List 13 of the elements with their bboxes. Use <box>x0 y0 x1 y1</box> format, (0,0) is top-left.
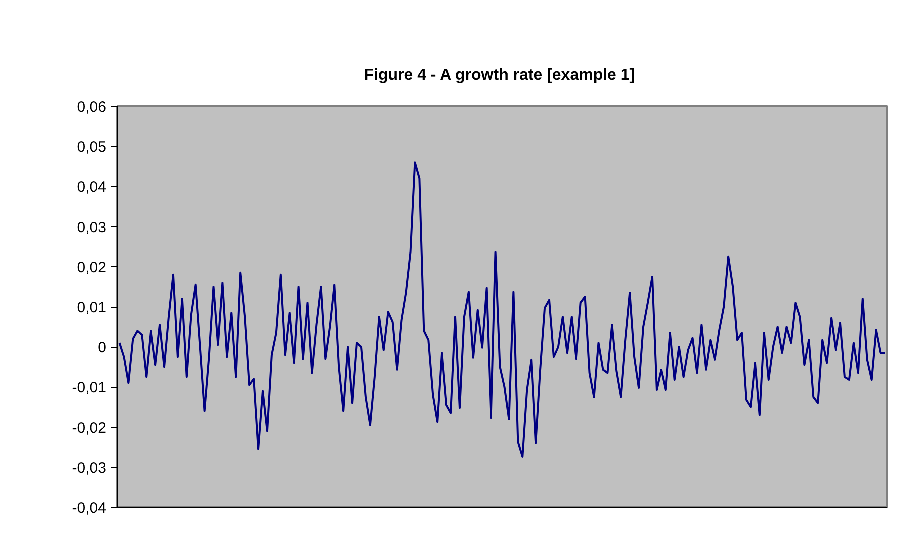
y-tick-label: 0,02 <box>77 259 107 276</box>
y-tick-label: 0,06 <box>77 99 107 116</box>
y-tick-label: 0 <box>98 340 106 357</box>
y-tick-label: 0,01 <box>77 300 107 316</box>
y-tick-label: -0,01 <box>72 380 107 397</box>
line-series <box>118 162 886 458</box>
chart-title: Figure 4 - A growth rate [example 1] <box>364 67 636 84</box>
y-tick-label: -0,02 <box>72 420 107 437</box>
y-tick-label: -0,03 <box>72 460 107 477</box>
y-tick-label: 0,04 <box>77 179 107 196</box>
y-tick-label: 0,03 <box>77 219 107 236</box>
y-tick-label: 0,05 <box>77 139 107 156</box>
y-tick-label: -0,04 <box>72 500 107 517</box>
